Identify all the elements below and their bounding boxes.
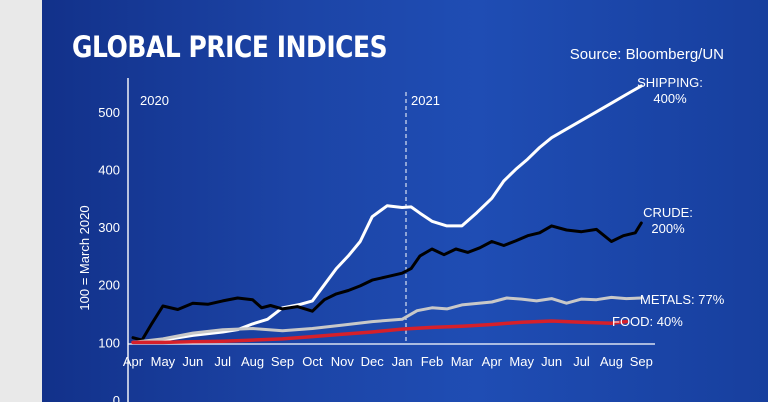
y-tick-label: 100 [98, 335, 120, 350]
metals-annotation: METALS: 77% [640, 292, 725, 307]
x-tick-label: Sep [271, 354, 294, 369]
x-tick-label: Jun [182, 354, 203, 369]
x-tick-label: Jul [573, 354, 590, 369]
x-tick-label: Mar [451, 354, 474, 369]
crude-annotation: CRUDE: 200% [643, 205, 693, 236]
y-axis-title: 100 = March 2020 [77, 205, 92, 310]
y-tick-label: 500 [98, 105, 120, 120]
x-tick-label: Oct [302, 354, 323, 369]
x-tick-label: Jul [214, 354, 231, 369]
x-tick-label: Apr [123, 354, 144, 369]
y-tick-label: 300 [98, 220, 120, 235]
shipping-series-line [131, 84, 643, 344]
year-label: 2020 [140, 93, 169, 108]
x-tick-label: Apr [482, 354, 503, 369]
x-tick-label: Dec [361, 354, 385, 369]
x-tick-label: Aug [600, 354, 623, 369]
shipping-annotation: SHIPPING: 400% [637, 75, 703, 106]
food-annotation: FOOD: 40% [612, 314, 683, 329]
y-tick-label: 400 [98, 162, 120, 177]
x-tick-label: Jun [541, 354, 562, 369]
x-tick-label: Sep [630, 354, 653, 369]
chart-title: GLOBAL PRICE INDICES [72, 30, 388, 64]
y-tick-label: 200 [98, 278, 120, 293]
food-series-line [131, 319, 629, 345]
x-tick-label: May [509, 354, 534, 369]
source-label: Source: Bloomberg/UN [569, 46, 724, 63]
x-tick-label: Nov [331, 354, 355, 369]
metals-series-line [131, 295, 643, 344]
y-tick-label: 0 [113, 393, 120, 402]
chart-panel: GLOBAL PRICE INDICES Source: Bloomberg/U… [42, 0, 768, 402]
year-label: 2021 [411, 93, 440, 108]
x-tick-label: Aug [241, 354, 264, 369]
x-tick-label: Feb [421, 354, 443, 369]
x-tick-label: May [151, 354, 176, 369]
x-tick-label: Jan [392, 354, 413, 369]
crude-series-line [131, 221, 643, 342]
